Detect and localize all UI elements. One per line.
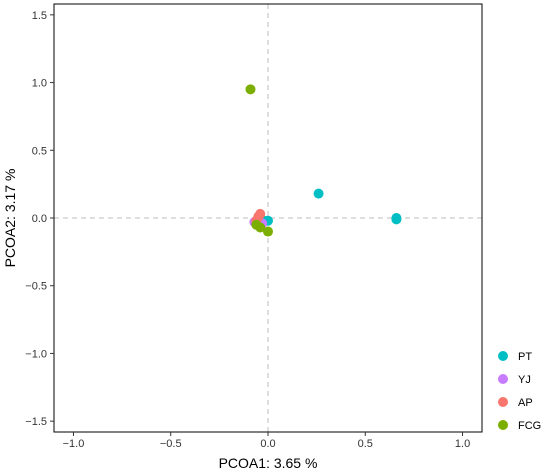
y-tick-label: 1.0	[32, 78, 47, 90]
y-axis-title: PCOA2: 3.17 %	[2, 169, 18, 268]
x-tick-label: 0.0	[260, 438, 275, 450]
x-tick-label: −1.0	[63, 438, 85, 450]
x-tick-label: −0.5	[160, 438, 182, 450]
legend-label-fcg: FCG	[518, 420, 541, 432]
data-point-fcg	[245, 84, 256, 95]
legend-label-ap: AP	[518, 397, 533, 409]
legend-key-pt	[498, 351, 508, 361]
y-tick-label: −0.5	[25, 281, 47, 293]
data-point-fcg	[263, 226, 273, 237]
y-tick-label: 0.0	[32, 213, 47, 225]
y-tick-label: 0.5	[32, 145, 47, 157]
legend-key-fcg	[498, 420, 508, 430]
legend-key-ap	[498, 397, 508, 407]
legend-label-pt: PT	[518, 351, 532, 363]
legend-key-yj	[498, 374, 508, 384]
x-axis-title: PCOA1: 3.65 %	[219, 455, 318, 471]
legend-label-yj: YJ	[518, 374, 531, 386]
y-tick-label: −1.5	[25, 416, 47, 428]
x-tick-label: 1.0	[455, 438, 470, 450]
data-points	[245, 84, 402, 237]
x-axis-ticks: −1.0 −0.5 0.0 0.5 1.0	[63, 432, 470, 450]
x-tick-label: 0.5	[358, 438, 373, 450]
y-axis-ticks: −1.5 −1.0 −0.5 0.0 0.5 1.0 1.5	[25, 10, 54, 428]
y-tick-label: 1.5	[32, 10, 47, 22]
data-point-pt	[313, 188, 324, 199]
legend: PT YJ AP FCG	[498, 351, 541, 432]
data-point-pt	[391, 214, 402, 225]
y-tick-label: −1.0	[25, 348, 47, 360]
data-point-fcg	[251, 219, 262, 230]
